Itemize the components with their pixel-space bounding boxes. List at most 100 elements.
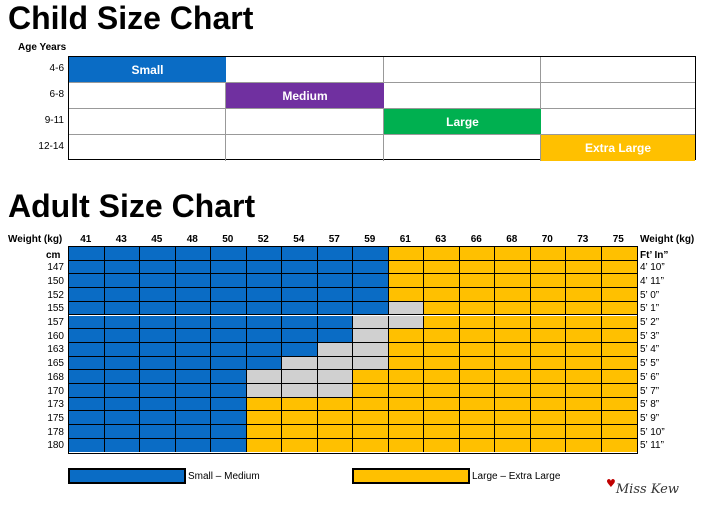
adult-grid-cell — [424, 356, 460, 371]
legend-small-medium-label: Small – Medium — [188, 471, 260, 482]
adult-grid-cell — [566, 288, 602, 302]
adult-grid-cell — [282, 288, 318, 302]
adult-grid-cell — [69, 411, 105, 426]
weight-header: 73 — [577, 234, 589, 245]
adult-grid-cell — [69, 288, 105, 302]
adult-grid-cell — [353, 329, 389, 343]
adult-grid-cell — [601, 247, 637, 261]
height-cm-label: 165 — [47, 358, 64, 370]
height-ft-in-label: 5’ 4” — [640, 344, 660, 356]
adult-grid-cell — [69, 301, 105, 316]
adult-grid-cell — [282, 384, 318, 398]
adult-grid-cell — [566, 397, 602, 412]
legend-large-xl-swatch — [352, 468, 470, 484]
child-grid-cell — [384, 135, 541, 161]
adult-grid-cell — [601, 329, 637, 343]
weight-header: 52 — [257, 234, 269, 245]
adult-grid-cell — [211, 329, 247, 343]
adult-grid-cell — [530, 301, 566, 316]
adult-grid-cell — [353, 438, 389, 453]
weight-header: 63 — [435, 234, 447, 245]
height-cm-label: 170 — [47, 385, 64, 397]
weight-header: 57 — [328, 234, 340, 245]
adult-grid-cell — [530, 315, 566, 330]
weight-header: 43 — [115, 234, 127, 245]
adult-grid-cell — [317, 288, 353, 302]
height-cm-label: 178 — [47, 426, 64, 438]
adult-grid-cell — [459, 342, 495, 357]
adult-grid-cell — [175, 315, 211, 330]
adult-grid-cell — [353, 288, 389, 302]
adult-grid-cell — [530, 342, 566, 357]
adult-grid-cell — [317, 438, 353, 453]
adult-grid-cell — [282, 260, 318, 275]
adult-grid-cell — [211, 260, 247, 275]
adult-grid-cell — [424, 301, 460, 316]
adult-grid-cell — [140, 260, 176, 275]
adult-grid-cell — [459, 274, 495, 289]
adult-grid-cell — [388, 247, 424, 261]
adult-grid-cell — [246, 315, 282, 330]
adult-grid-cell — [140, 329, 176, 343]
adult-grid-cell — [353, 370, 389, 384]
height-ft-in-label: 5’ 9” — [640, 412, 660, 424]
adult-grid-cell — [353, 260, 389, 275]
adult-grid-cell — [140, 315, 176, 330]
adult-grid-cell — [69, 370, 105, 384]
weight-header: 68 — [506, 234, 518, 245]
legend-large-xl-label: Large – Extra Large — [472, 471, 561, 482]
adult-grid-cell — [104, 370, 140, 384]
height-cm-label: 147 — [47, 262, 64, 274]
adult-grid-cell — [566, 438, 602, 453]
adult-grid-cell — [317, 356, 353, 371]
adult-grid-cell — [175, 329, 211, 343]
adult-grid-cell — [388, 260, 424, 275]
weight-header: 45 — [151, 234, 163, 245]
adult-grid-cell — [317, 425, 353, 439]
adult-grid-cell — [495, 411, 531, 426]
adult-grid-cell — [566, 384, 602, 398]
adult-grid-cell — [388, 288, 424, 302]
adult-grid-cell — [459, 438, 495, 453]
adult-grid-cell — [601, 288, 637, 302]
adult-grid-cell — [530, 384, 566, 398]
adult-grid-cell — [211, 411, 247, 426]
adult-grid-cell — [459, 247, 495, 261]
adult-grid-cell — [424, 260, 460, 275]
child-grid-cell — [384, 83, 541, 109]
weight-header: 48 — [186, 234, 198, 245]
adult-grid-cell — [566, 329, 602, 343]
adult-grid-cell — [104, 397, 140, 412]
adult-size-grid — [68, 246, 638, 454]
adult-grid-cell — [530, 260, 566, 275]
adult-grid-cell — [140, 301, 176, 316]
adult-grid-cell — [282, 329, 318, 343]
adult-grid-cell — [459, 329, 495, 343]
adult-grid-cell — [459, 384, 495, 398]
adult-grid-cell — [317, 411, 353, 426]
adult-grid-cell — [246, 384, 282, 398]
adult-grid-cell — [282, 342, 318, 357]
adult-grid-cell — [424, 247, 460, 261]
adult-grid-cell — [601, 438, 637, 453]
height-cm-label: 163 — [47, 344, 64, 356]
adult-grid-cell — [566, 370, 602, 384]
weight-label-right: Weight (kg) — [640, 234, 695, 245]
adult-grid-cell — [530, 438, 566, 453]
size-band-extra-large: Extra Large — [541, 135, 695, 161]
adult-grid-cell — [530, 274, 566, 289]
adult-grid-cell — [495, 301, 531, 316]
adult-grid-cell — [388, 342, 424, 357]
adult-grid-cell — [282, 274, 318, 289]
adult-grid-cell — [317, 301, 353, 316]
adult-grid-cell — [353, 247, 389, 261]
adult-grid-cell — [601, 397, 637, 412]
adult-grid-cell — [140, 411, 176, 426]
adult-grid-cell — [530, 370, 566, 384]
adult-grid-cell — [459, 425, 495, 439]
adult-grid-cell — [140, 425, 176, 439]
height-ft-in-label: 5’ 5” — [640, 358, 660, 370]
adult-grid-cell — [140, 274, 176, 289]
height-cm-label: 175 — [47, 412, 64, 424]
adult-grid-cell — [246, 356, 282, 371]
